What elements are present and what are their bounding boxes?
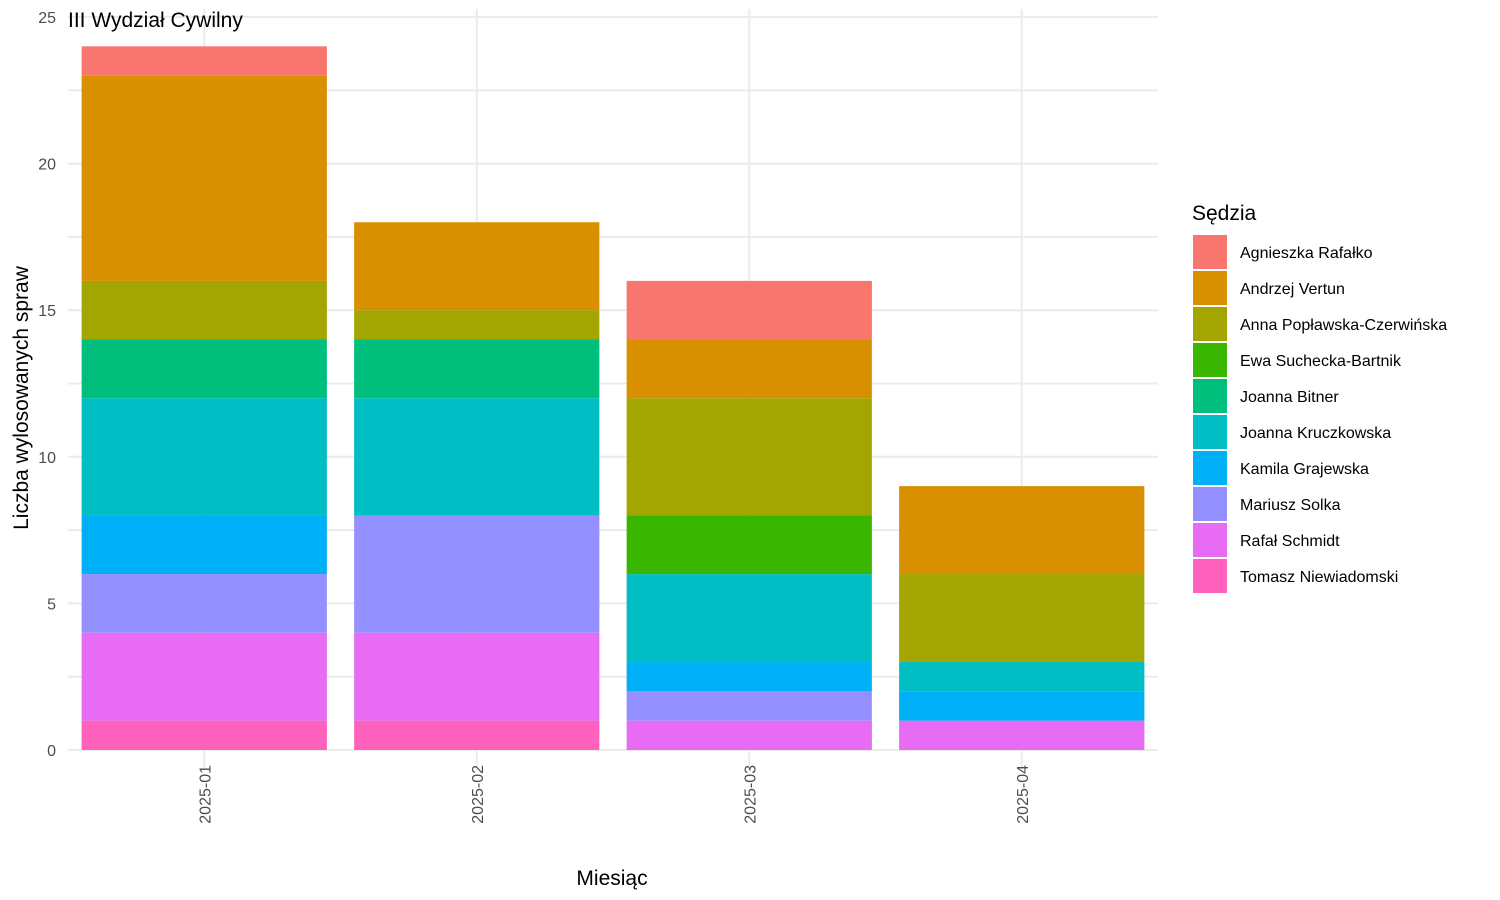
legend-label: Joanna Bitner <box>1240 389 1339 406</box>
legend-swatch <box>1193 415 1227 449</box>
legend-swatch <box>1193 523 1227 557</box>
legend-label: Anna Popławska-Czerwińska <box>1240 317 1447 334</box>
bar-segment <box>626 280 872 340</box>
legend-swatch <box>1193 271 1227 305</box>
bar-segment <box>81 339 327 399</box>
x-tick-label: 2025-04 <box>1015 765 1032 824</box>
bar-segment <box>626 398 872 516</box>
bar-segment <box>626 574 872 663</box>
legend-swatch <box>1193 559 1227 593</box>
y-tick-label: 20 <box>38 157 56 174</box>
bar-segment <box>354 720 600 750</box>
bar-segment <box>81 574 327 633</box>
legend-label: Mariusz Solka <box>1240 497 1341 514</box>
bar-segment <box>899 691 1145 721</box>
legend-label: Rafał Schmidt <box>1240 533 1340 550</box>
bar-segment <box>81 280 327 340</box>
legend-label: Tomasz Niewiadomski <box>1240 569 1398 586</box>
bar-segment <box>899 486 1145 575</box>
bars <box>81 46 1145 750</box>
y-axis-ticks: 0 5 10 15 20 25 <box>38 10 56 760</box>
legend-swatch <box>1193 487 1227 521</box>
y-tick-label: 25 <box>38 10 56 27</box>
legend: Sędzia Agnieszka Rafałko Andrzej Vertun An… <box>1192 202 1447 593</box>
bar-segment <box>626 339 872 399</box>
bar-segment <box>81 75 327 281</box>
chart-title: III Wydział Cywilny <box>68 9 243 32</box>
legend-label: Kamila Grajewska <box>1240 461 1369 478</box>
bar-segment <box>354 222 600 311</box>
bar-segment <box>354 310 600 340</box>
legend-swatch <box>1193 235 1227 269</box>
bar-segment <box>899 574 1145 663</box>
legend-swatch <box>1193 343 1227 377</box>
legend-label: Andrzej Vertun <box>1240 281 1345 298</box>
y-tick-label: 15 <box>38 303 56 320</box>
x-tick-label: 2025-02 <box>470 765 487 824</box>
y-tick-label: 0 <box>47 743 56 760</box>
bar-segment <box>354 339 600 399</box>
bar-segment <box>81 398 327 516</box>
bar-segment <box>354 398 600 516</box>
legend-swatch <box>1193 379 1227 413</box>
y-tick-label: 5 <box>47 596 56 613</box>
x-tick-label: 2025-01 <box>197 765 214 824</box>
legend-label: Ewa Suchecka-Bartnik <box>1240 353 1402 370</box>
bar-segment <box>81 46 327 76</box>
x-axis-ticks: 2025-01 2025-02 2025-03 2025-04 <box>197 765 1032 824</box>
bar-segment <box>354 632 600 721</box>
bar-segment <box>899 662 1145 692</box>
y-axis-title: Liczba wylosowanych spraw <box>10 265 33 530</box>
legend-label: Agnieszka Rafałko <box>1240 245 1373 262</box>
bar-segment <box>81 720 327 750</box>
bar-segment <box>626 691 872 721</box>
bar-segment <box>626 515 872 575</box>
bar-segment <box>626 662 872 692</box>
legend-swatch <box>1193 307 1227 341</box>
bar-segment <box>899 720 1145 750</box>
legend-title: Sędzia <box>1192 202 1257 225</box>
bar-segment <box>354 515 600 633</box>
bar-segment <box>626 720 872 750</box>
x-tick-label: 2025-03 <box>742 765 759 824</box>
legend-label: Joanna Kruczkowska <box>1240 425 1391 442</box>
legend-swatch <box>1193 451 1227 485</box>
y-tick-label: 10 <box>38 450 56 467</box>
bar-segment <box>81 515 327 575</box>
x-axis-title: Miesiąc <box>576 867 647 890</box>
bar-segment <box>81 632 327 721</box>
